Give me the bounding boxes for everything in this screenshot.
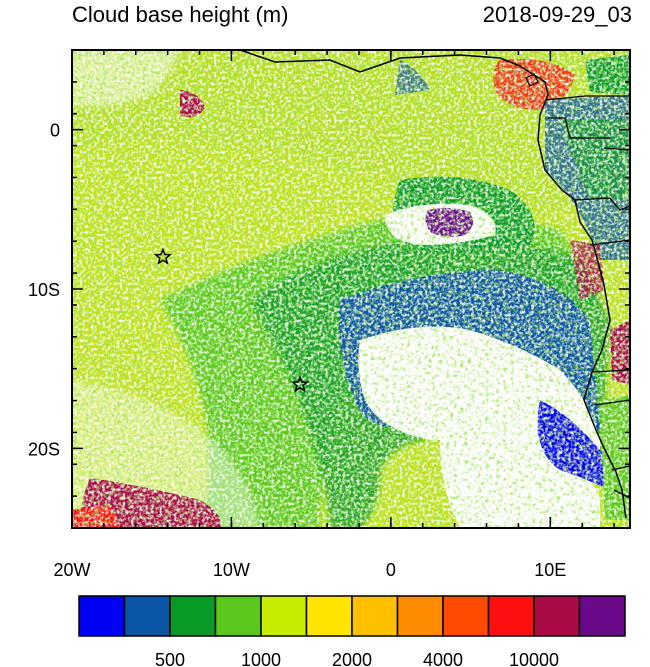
star-marker (290, 375, 310, 393)
colorbar-labels: 500 1000 2000 4000 10000 (155, 650, 559, 667)
x-tick-label: 10W (213, 560, 250, 580)
colorbar-box (351, 595, 399, 637)
colorbar-box (305, 595, 353, 637)
figure-title: Cloud base height (m) (72, 2, 288, 27)
y-tick-label: 20S (28, 439, 60, 459)
y-tick-label: 10S (28, 280, 60, 300)
colorbar-label: 4000 (423, 650, 463, 667)
axis-ticks (71, 49, 630, 529)
colorbar-box (396, 595, 444, 637)
colorbar-label: 10000 (509, 650, 559, 667)
site-markers (153, 247, 310, 393)
x-tick-label: 20W (53, 560, 90, 580)
colorbar-box (123, 595, 171, 637)
colorbar-box (442, 595, 490, 637)
colorbar (78, 595, 626, 637)
axis-tick-labels: 20W 10W 0 10E 0 10S 20S (28, 121, 566, 580)
bioko-island (525, 73, 539, 87)
x-tick-label: 0 (386, 560, 396, 580)
colorbar-label: 500 (155, 650, 185, 667)
colorbar-box (78, 595, 126, 637)
africa-coastline (239, 49, 627, 519)
star-marker (153, 247, 172, 265)
cloud-base-height-field (72, 50, 630, 528)
colorbar-box (169, 595, 217, 637)
country-borders (544, 95, 631, 499)
colorbar-label: 1000 (241, 650, 281, 667)
colorbar-box (533, 595, 581, 637)
colorbar-box (578, 595, 626, 637)
colorbar-box (260, 595, 308, 637)
colorbar-box (214, 595, 262, 637)
y-tick-label: 0 (50, 121, 60, 141)
figure-timestamp: 2018-09-29_03 (483, 2, 632, 27)
colorbar-box (487, 595, 535, 637)
x-tick-label: 10E (534, 560, 566, 580)
colorbar-label: 2000 (332, 650, 372, 667)
